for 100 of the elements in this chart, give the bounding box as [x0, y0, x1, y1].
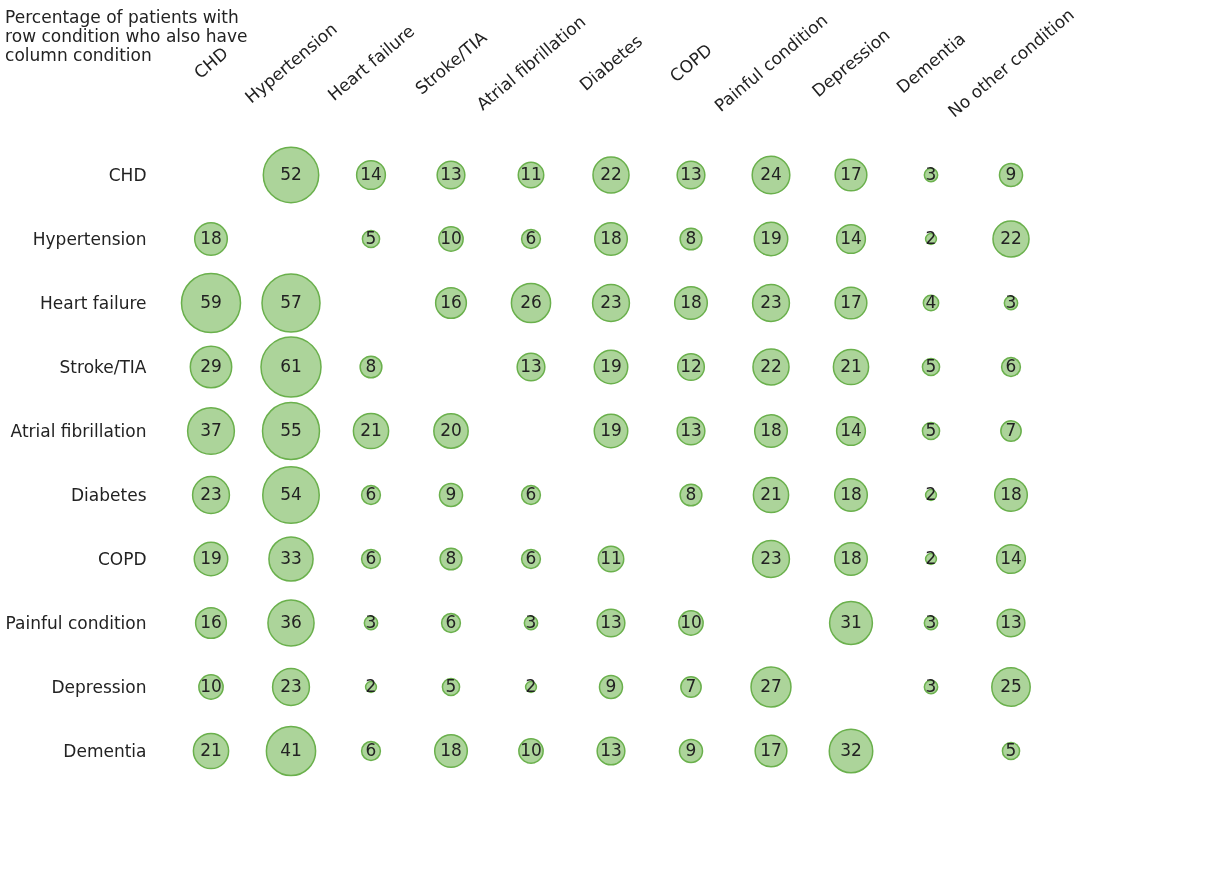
data-label: 29 [200, 356, 222, 376]
data-label: 8 [685, 228, 697, 248]
data-label: 3 [365, 612, 377, 632]
data-label: 6 [525, 484, 537, 504]
data-label: 9 [685, 740, 697, 760]
data-label: 13 [1000, 612, 1022, 632]
data-label: 6 [365, 548, 377, 568]
data-label: 36 [280, 612, 302, 632]
data-label: 52 [280, 164, 302, 184]
data-label: 22 [760, 356, 782, 376]
data-label: 7 [1005, 420, 1017, 440]
data-label: 2 [925, 484, 937, 504]
data-label: 23 [280, 676, 302, 696]
data-label: 3 [525, 612, 537, 632]
data-label: 3 [925, 164, 937, 184]
data-label: 6 [445, 612, 457, 632]
y-tick-label: Heart failure [40, 292, 147, 313]
data-label: 25 [1000, 676, 1022, 696]
data-label: 7 [685, 676, 697, 696]
data-label: 5 [1005, 740, 1017, 760]
data-label: 8 [445, 548, 457, 568]
data-label: 2 [525, 676, 537, 696]
data-label: 6 [1005, 356, 1017, 376]
data-label: 13 [680, 164, 702, 184]
data-label: 23 [760, 292, 782, 312]
data-label: 9 [1005, 164, 1017, 184]
data-label: 23 [760, 548, 782, 568]
data-label: 22 [600, 164, 622, 184]
data-label: 8 [365, 356, 377, 376]
data-label: 18 [200, 228, 222, 248]
data-label: 4 [925, 292, 937, 312]
data-label: 19 [600, 420, 622, 440]
data-label: 9 [445, 484, 457, 504]
data-label: 18 [600, 228, 622, 248]
data-label: 14 [840, 228, 862, 248]
data-label: 3 [925, 612, 937, 632]
data-label: 37 [200, 420, 222, 440]
data-label: 18 [1000, 484, 1022, 504]
data-label: 55 [280, 420, 302, 440]
data-label: 18 [840, 548, 862, 568]
data-label: 14 [840, 420, 862, 440]
data-label: 13 [440, 164, 462, 184]
data-label: 31 [840, 612, 862, 632]
data-label: 18 [440, 740, 462, 760]
y-tick-label: CHD [108, 164, 147, 185]
data-label: 5 [445, 676, 457, 696]
data-label: 6 [525, 548, 537, 568]
y-tick-label: Diabetes [71, 484, 147, 505]
data-label: 6 [365, 740, 377, 760]
data-label: 2 [925, 228, 937, 248]
data-label: 23 [600, 292, 622, 312]
data-label: 21 [760, 484, 782, 504]
data-label: 17 [840, 292, 862, 312]
data-label: 19 [200, 548, 222, 568]
data-label: 21 [840, 356, 862, 376]
data-label: 9 [605, 676, 617, 696]
data-label: 27 [760, 676, 782, 696]
data-label: 19 [760, 228, 782, 248]
data-label: 54 [280, 484, 302, 504]
data-label: 26 [520, 292, 542, 312]
data-label: 6 [525, 228, 537, 248]
data-label: 10 [680, 612, 702, 632]
data-label: 3 [925, 676, 937, 696]
data-label: 21 [360, 420, 382, 440]
data-label: 6 [365, 484, 377, 504]
y-tick-label: Dementia [63, 740, 147, 761]
y-tick-label: Depression [51, 676, 147, 697]
data-label: 17 [760, 740, 782, 760]
data-label: 10 [200, 676, 222, 696]
data-label: 16 [200, 612, 222, 632]
data-label: 10 [440, 228, 462, 248]
data-label: 13 [600, 740, 622, 760]
data-label: 12 [680, 356, 702, 376]
data-label: 33 [280, 548, 302, 568]
data-label: 5 [925, 420, 937, 440]
data-label: 13 [520, 356, 542, 376]
data-label: 23 [200, 484, 222, 504]
data-label: 41 [280, 740, 302, 760]
data-label: 32 [840, 740, 862, 760]
data-label: 2 [365, 676, 377, 696]
data-label: 2 [925, 548, 937, 568]
y-tick-label: Painful condition [5, 612, 147, 633]
data-label: 61 [280, 356, 302, 376]
data-label: 11 [520, 164, 542, 184]
data-label: 19 [600, 356, 622, 376]
y-tick-label: Hypertension [32, 228, 147, 249]
data-label: 20 [440, 420, 462, 440]
data-label: 21 [200, 740, 222, 760]
y-tick-label: COPD [97, 548, 147, 569]
data-label: 17 [840, 164, 862, 184]
data-label: 10 [520, 740, 542, 760]
data-label: 8 [685, 484, 697, 504]
data-label: 13 [680, 420, 702, 440]
data-label: 18 [840, 484, 862, 504]
data-label: 5 [925, 356, 937, 376]
data-label: 14 [360, 164, 382, 184]
data-label: 11 [600, 548, 622, 568]
data-label: 3 [1005, 292, 1017, 312]
data-label: 14 [1000, 548, 1022, 568]
data-label: 57 [280, 292, 302, 312]
